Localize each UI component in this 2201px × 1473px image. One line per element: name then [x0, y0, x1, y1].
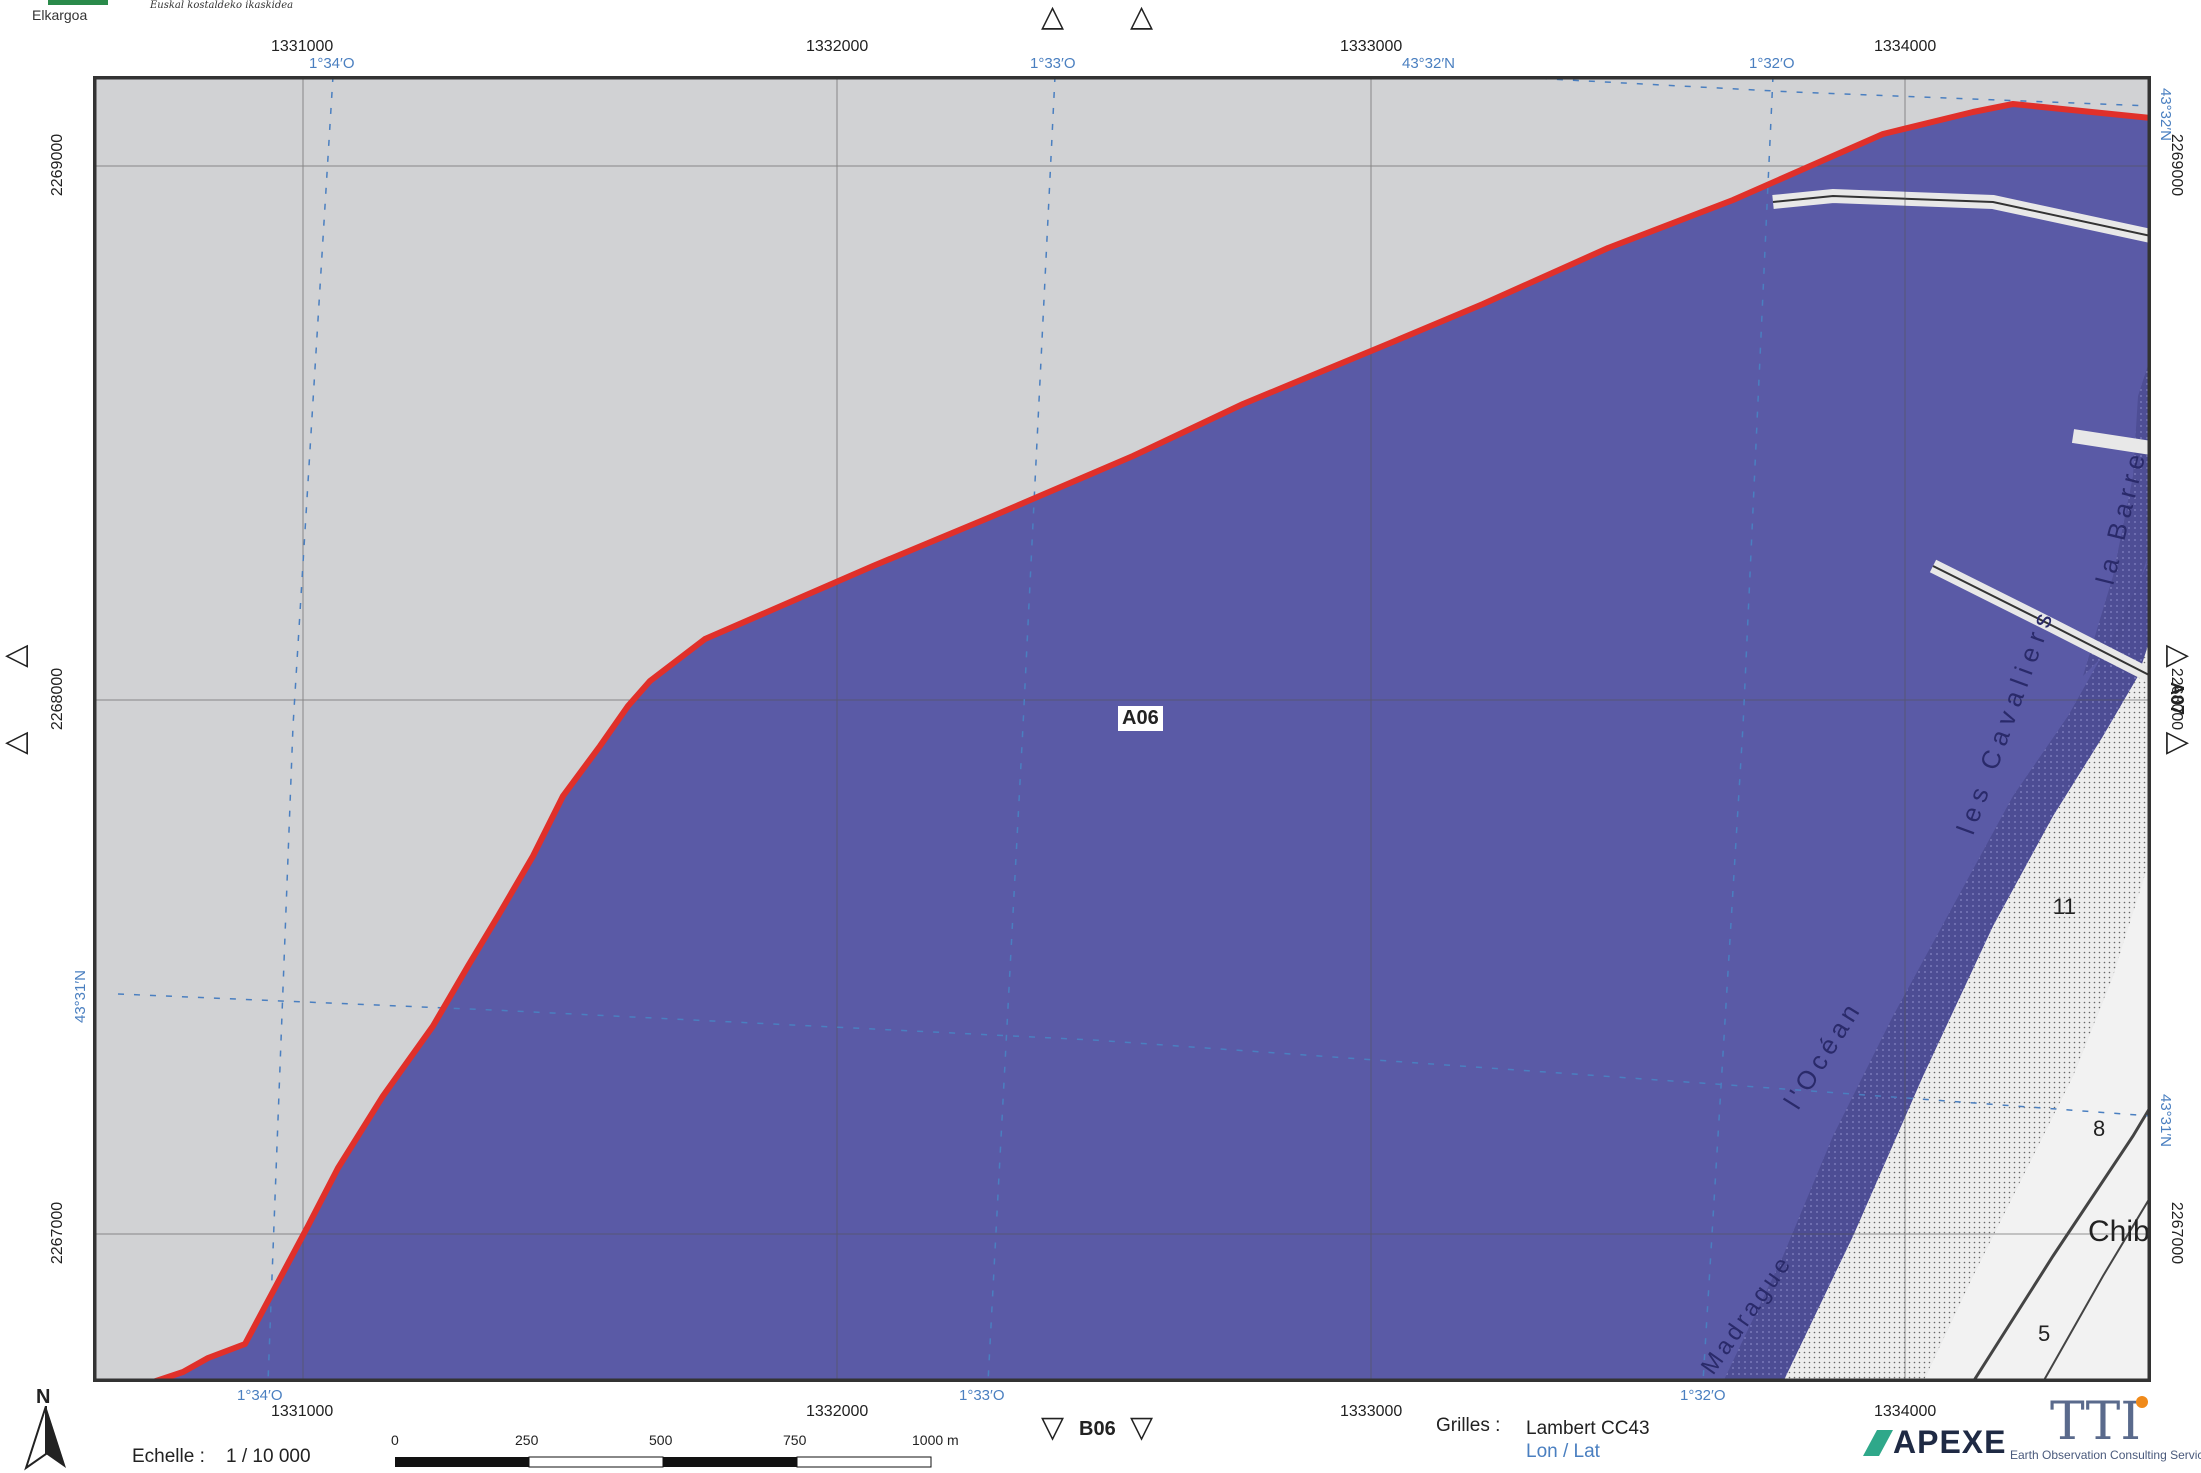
tti-logo-dot — [2136, 1396, 2148, 1408]
jetty-north-outline — [1772, 194, 2151, 237]
place-label-11: 11 — [2053, 894, 2076, 919]
grid-bottom-label: 1333000 — [1340, 1403, 1403, 1420]
coast-land — [1923, 856, 2151, 1382]
scale-label: Echelle : — [132, 1446, 205, 1467]
scalebar — [395, 1456, 932, 1468]
grid-left-label: 2269000 — [49, 133, 67, 197]
grid-top-label: 1333000 — [1340, 38, 1403, 55]
logo-bar — [48, 0, 108, 5]
tti-logo-subtitle: Earth Observation Consulting Services — [2010, 1448, 2201, 1462]
graticule-top-label: 1°32′O — [1749, 55, 1795, 72]
place-label-8: 8 — [2093, 1116, 2105, 1141]
grid-bottom-label: 1331000 — [271, 1403, 334, 1420]
north-arrow-icon — [24, 1406, 66, 1471]
neighbor-arrow-right-1[interactable]: ▷ — [2166, 638, 2190, 671]
neighbor-arrow-left-2[interactable]: ◁ — [5, 725, 29, 758]
graticule-bottom-label: 1°34′O — [237, 1387, 283, 1404]
graticule-bottom-label: 1°32′O — [1680, 1387, 1726, 1404]
tti-logo-text: TTI — [2050, 1392, 2141, 1452]
zone-a06-polygon[interactable] — [153, 104, 2151, 1382]
apexe-mark-icon — [1863, 1429, 1893, 1456]
apexe-logo-text: APEXE — [1893, 1424, 2007, 1460]
neighbor-arrow-top-2[interactable]: △ — [1130, 0, 1154, 33]
grid-top-label: 1332000 — [806, 38, 869, 55]
grid-left-label: 2268000 — [49, 667, 67, 731]
graticule-right-label: 43°31′N — [2157, 1093, 2175, 1148]
graticule-top-label: 1°33′O — [1030, 55, 1076, 72]
neighbor-arrow-bottom-1[interactable]: ▽ — [1041, 1411, 1065, 1444]
nearshore-band — [1723, 556, 2151, 1382]
tti-logo: TTI Earth Observation Consulting Service… — [2010, 1392, 2201, 1462]
graticule-top-label: 1°34′O — [309, 55, 355, 72]
jetty-south-outline — [1932, 565, 2151, 677]
bar-shoal — [2083, 356, 2151, 676]
graticule-right-label: 43°32′N — [2157, 87, 2175, 142]
grid-right-label: 2267000 — [2168, 1201, 2186, 1265]
grid-top-label: 1334000 — [1874, 38, 1937, 55]
grid-bottom-label: 1334000 — [1874, 1403, 1937, 1420]
map-frame[interactable]: la Barre les Cavaliers l'Océan Madrague … — [93, 76, 2151, 1382]
road — [2042, 1195, 2151, 1382]
neighbor-arrow-top-1[interactable]: △ — [1041, 0, 1065, 33]
grids-label: Grilles : — [1436, 1415, 1501, 1436]
grid-lonlat-label: Lon / Lat — [1526, 1441, 1600, 1462]
north-label: N — [36, 1386, 51, 1408]
grid-lambert-label: Lambert CC43 — [1526, 1418, 1650, 1439]
map-border — [93, 76, 2151, 1382]
scalebar-tick-label: 1000 m — [912, 1432, 959, 1448]
signature-logo: Euskal kostaldeko ikaskidea — [150, 0, 294, 11]
apexe-logo: APEXE — [1863, 1424, 2006, 1461]
beach-sand — [1783, 636, 2151, 1382]
grid-bottom-label: 1332000 — [806, 1403, 869, 1420]
place-label-chib: Chib — [2088, 1215, 2150, 1248]
grid-top-label: 1331000 — [271, 38, 334, 55]
tile-label-a06[interactable]: A06 — [1118, 706, 1163, 731]
grid-right-label: 2268000 — [2168, 667, 2186, 731]
grid-left-label: 2267000 — [49, 1201, 67, 1265]
jetty-middle — [2071, 429, 2151, 455]
road — [1971, 1105, 2151, 1382]
scalebar-tick-label: 250 — [515, 1432, 539, 1448]
neighbor-arrow-right-2[interactable]: ▷ — [2166, 725, 2190, 758]
neighbor-arrow-left-1[interactable]: ◁ — [5, 638, 29, 671]
graticule-bottom-label: 1°33′O — [959, 1387, 1005, 1404]
scalebar-tick-label: 750 — [783, 1432, 807, 1448]
place-label-5: 5 — [2038, 1321, 2050, 1346]
neighbor-label-bottom[interactable]: B06 — [1079, 1418, 1116, 1440]
grid-right-label: 2269000 — [2168, 133, 2186, 197]
neighbor-arrow-bottom-2[interactable]: ▽ — [1130, 1411, 1154, 1444]
graticule-lines — [117, 76, 2151, 1382]
graticule-top-label: 43°32′N — [1402, 55, 1456, 72]
scalebar-tick-label: 0 — [391, 1432, 399, 1448]
elkargoa-logo: Elkargoa — [30, 0, 120, 24]
graticule-left-label: 43°31′N — [72, 969, 90, 1024]
scalebar-tick-label: 500 — [649, 1432, 673, 1448]
scale-value: 1 / 10 000 — [226, 1446, 311, 1467]
zone-boundary-line — [152, 101, 2151, 1382]
logo-text: Elkargoa — [32, 7, 88, 23]
